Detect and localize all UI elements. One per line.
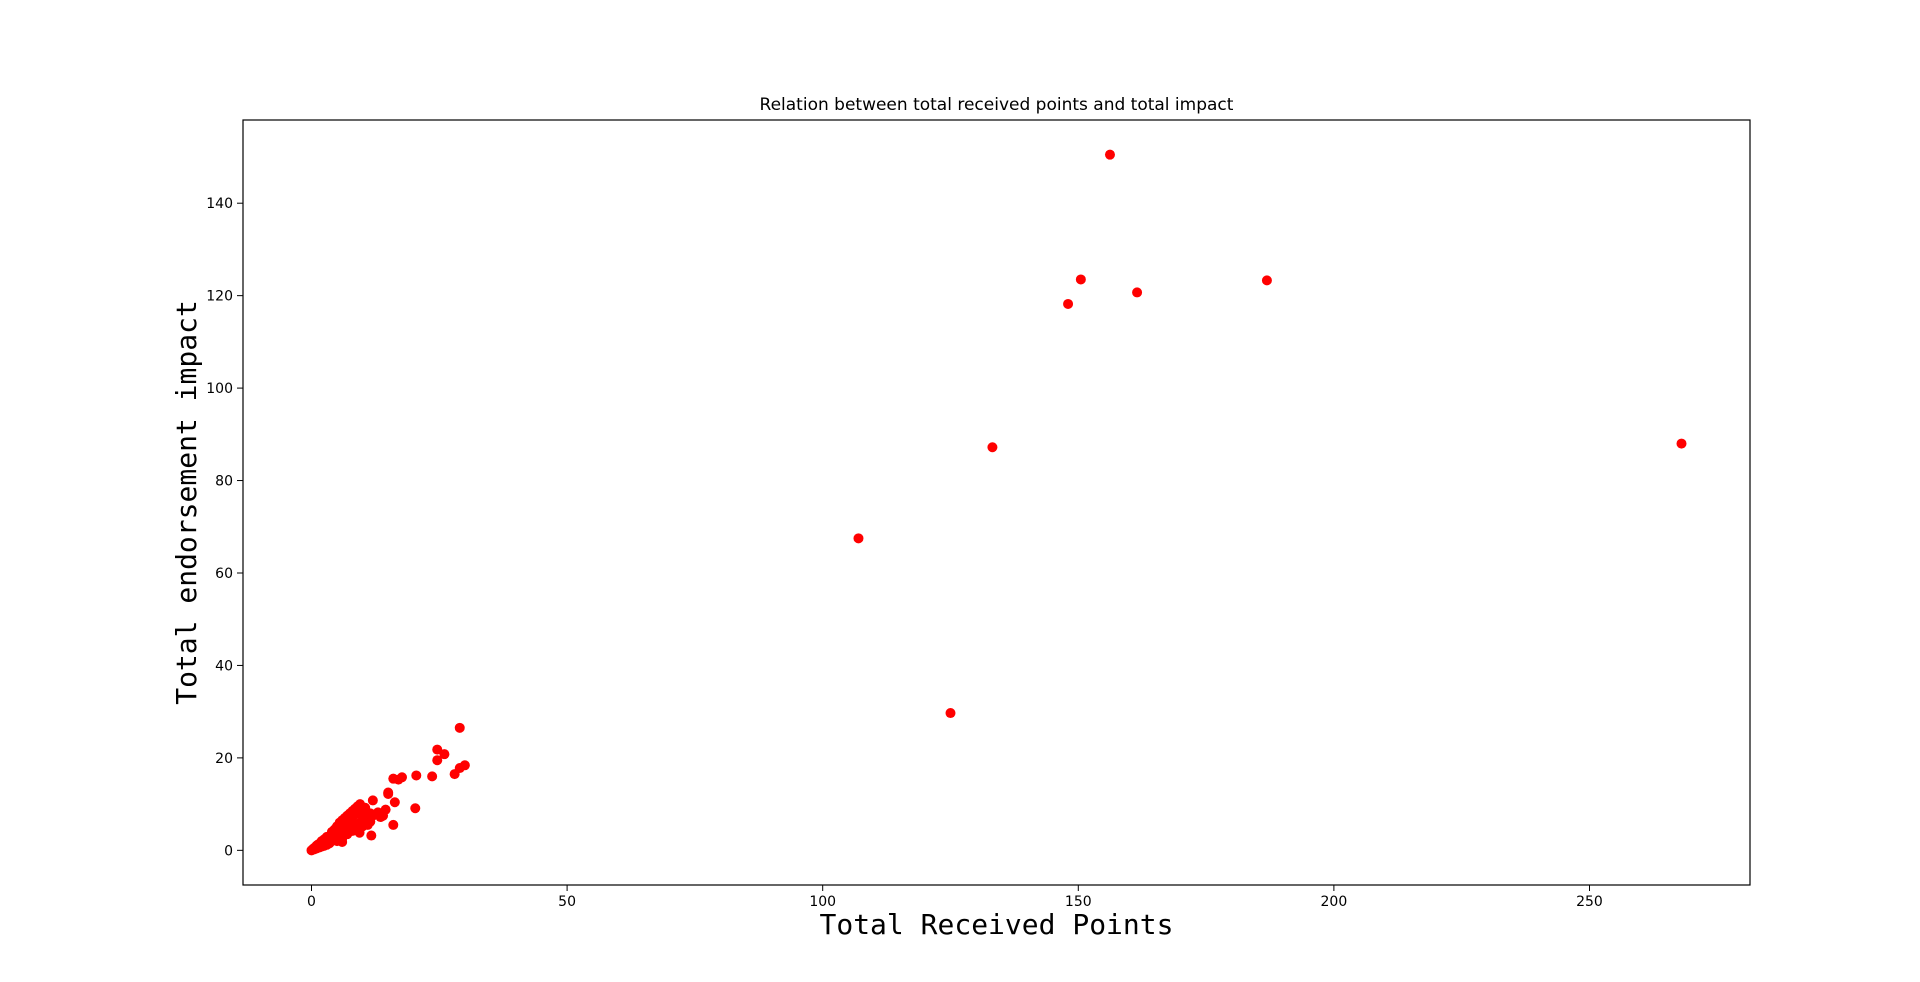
data-point [354, 827, 365, 838]
data-point [367, 795, 378, 806]
data-point [987, 442, 998, 453]
y-tick-label: 80 [215, 474, 233, 490]
data-point [410, 803, 421, 814]
y-tick-label: 0 [224, 843, 233, 859]
x-axis: 0 50 100 150 200 250 [307, 885, 1603, 910]
data-point [366, 830, 377, 841]
data-point [396, 772, 407, 783]
data-point [432, 755, 443, 766]
plot-frame [242, 119, 1751, 886]
data-point [1075, 274, 1086, 285]
data-point [389, 797, 400, 808]
y-tick-label: 40 [215, 658, 233, 674]
data-point [427, 771, 438, 782]
data-point [411, 770, 422, 781]
data-point [1063, 298, 1074, 309]
y-tick-label: 20 [215, 751, 233, 767]
y-tick-label: 140 [206, 196, 233, 212]
data-point [383, 787, 394, 798]
data-point [1132, 287, 1143, 298]
data-point [337, 837, 348, 848]
x-tick-label: 0 [307, 894, 316, 910]
data-point [439, 749, 450, 760]
chart-title: Relation between total received points a… [760, 95, 1234, 115]
data-point [459, 760, 470, 771]
data-point [432, 744, 443, 755]
y-tick-label: 60 [215, 566, 233, 582]
y-axis: 0 20 40 60 80 100 120 140 [206, 196, 243, 859]
x-tick-label: 50 [558, 894, 576, 910]
x-axis-label: Total Received Points [819, 908, 1173, 941]
data-points [306, 149, 1687, 856]
data-point [1676, 438, 1687, 449]
data-point [853, 533, 864, 544]
data-point [329, 835, 340, 846]
x-tick-label: 150 [1065, 894, 1092, 910]
y-tick-label: 100 [206, 381, 233, 397]
data-point [380, 804, 391, 815]
data-point [388, 819, 399, 830]
x-tick-label: 100 [809, 894, 836, 910]
y-axis-label: Total endorsement impact [170, 300, 203, 705]
data-point [454, 722, 465, 733]
data-point [1261, 275, 1272, 286]
x-tick-label: 250 [1576, 894, 1603, 910]
y-tick-label: 120 [206, 289, 233, 305]
x-tick-label: 200 [1321, 894, 1348, 910]
data-point [365, 816, 376, 827]
data-point [945, 708, 956, 719]
data-point [1104, 149, 1115, 160]
